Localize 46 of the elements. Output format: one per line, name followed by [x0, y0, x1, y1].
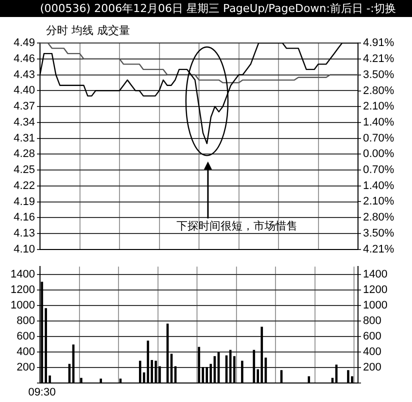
y-tick-label: 4.22: [14, 180, 35, 192]
y-tick-label: 4.43: [14, 68, 35, 81]
chart-title: (000536) 2006年12月06日 星期三 PageUp/PageDown:前后日 -:切换: [0, 0, 412, 17]
y-tick-label: 4.28: [14, 148, 35, 160]
y2-tick-label: 600: [363, 330, 382, 342]
y-tick-label: 4.46: [14, 52, 35, 65]
annotation: 下探时间很短，市场惜售: [176, 220, 298, 233]
y2-tick-label: 1.40%: [363, 116, 394, 128]
y-tick-label: 1400: [10, 268, 35, 280]
y-tick-label: 4.37: [14, 100, 35, 113]
y2-tick-label: 2.80%: [363, 84, 394, 97]
y2-tick-label: 4.21%: [363, 52, 394, 65]
y-tick-label: 4.49: [14, 37, 35, 50]
x-tick-label: 09:30: [28, 386, 56, 398]
y-tick-label: 400: [16, 346, 35, 358]
y-tick-label: 4.16: [14, 212, 35, 224]
y2-tick-label: 0.70%: [363, 164, 394, 176]
y2-tick-label: 1400: [363, 268, 388, 280]
y-tick-label: 800: [16, 314, 35, 327]
y-tick-label: 200: [16, 361, 35, 374]
y2-tick-label: 1.40%: [363, 180, 394, 192]
y-tick-label: 600: [16, 330, 35, 342]
y2-tick-label: 200: [363, 361, 382, 374]
y2-tick-label: 3.50%: [363, 227, 394, 240]
y-tick-label: 4.25: [14, 164, 35, 176]
y2-tick-label: 3.50%: [363, 68, 394, 81]
y2-tick-label: 1000: [363, 299, 388, 312]
y2-tick-label: 1200: [363, 284, 388, 296]
y-tick-label: 4.40: [14, 84, 35, 97]
y2-tick-label: 2.80%: [363, 212, 394, 224]
y2-tick-label: 800: [363, 314, 382, 327]
y-tick-label: 1000: [10, 299, 35, 312]
y2-tick-label: 0.70%: [363, 132, 394, 144]
y2-tick-label: 2.10%: [363, 100, 394, 113]
y2-tick-label: 4.21%: [363, 243, 394, 256]
y-tick-label: 4.13: [14, 228, 35, 240]
y2-tick-label: 4.91%: [363, 37, 394, 50]
chart-subtitle: 分时 均线 成交量: [46, 24, 130, 37]
y2-tick-label: 0.00%: [363, 148, 394, 160]
y-tick-label: 4.34: [14, 116, 35, 128]
y2-tick-label: 400: [363, 346, 382, 358]
y-tick-label: 4.10: [14, 243, 35, 256]
y-tick-label: 4.31: [14, 132, 35, 144]
y-tick-label: 1200: [10, 284, 35, 296]
y2-tick-label: 2.10%: [363, 196, 394, 208]
y-tick-label: 4.19: [14, 196, 35, 208]
